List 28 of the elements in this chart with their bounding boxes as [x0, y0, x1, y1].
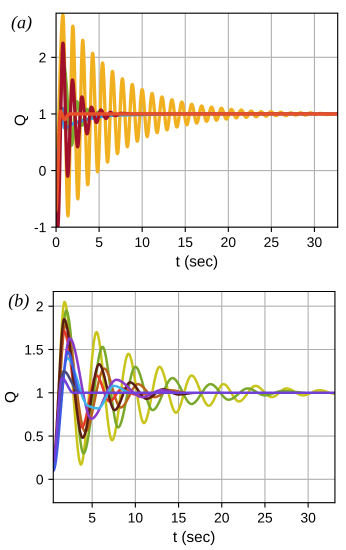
y-tick-label: 0.5: [24, 431, 43, 442]
x-tick-label: 15: [178, 237, 192, 248]
chart-title: (b): [8, 294, 29, 310]
x-tick-label: 10: [136, 237, 150, 248]
y-tick-label: 1: [36, 388, 43, 398]
y-tick-label: -1: [34, 222, 46, 232]
x-axis-title: t (sec): [176, 255, 218, 270]
y-tick-label: 0: [39, 166, 46, 176]
y-tick-label: 1: [40, 109, 46, 119]
x-tick-label: 15: [172, 512, 186, 523]
y-axis-title: Q: [14, 114, 28, 126]
y-axis-title: Q: [4, 392, 18, 402]
x-tick-label: 5: [96, 237, 102, 248]
x-tick-label: 30: [300, 512, 316, 523]
y-tick-label: 1.5: [25, 344, 43, 355]
y-tick-label: 0: [36, 474, 44, 484]
x-tick-label: 20: [214, 512, 229, 523]
y-tick-label: 2: [36, 302, 43, 312]
x-tick-label: 5: [88, 512, 96, 523]
x-tick-label: 10: [128, 512, 143, 523]
x-tick-label: 30: [307, 237, 322, 248]
x-tick-label: 25: [258, 512, 272, 523]
y-tick-label: 2: [39, 52, 46, 62]
x-tick-label: 0: [52, 237, 60, 248]
x-axis-title: t (sec): [173, 530, 214, 546]
chart-title: (a): [12, 16, 32, 32]
x-tick-label: 25: [264, 237, 279, 248]
x-tick-label: 20: [221, 237, 236, 248]
